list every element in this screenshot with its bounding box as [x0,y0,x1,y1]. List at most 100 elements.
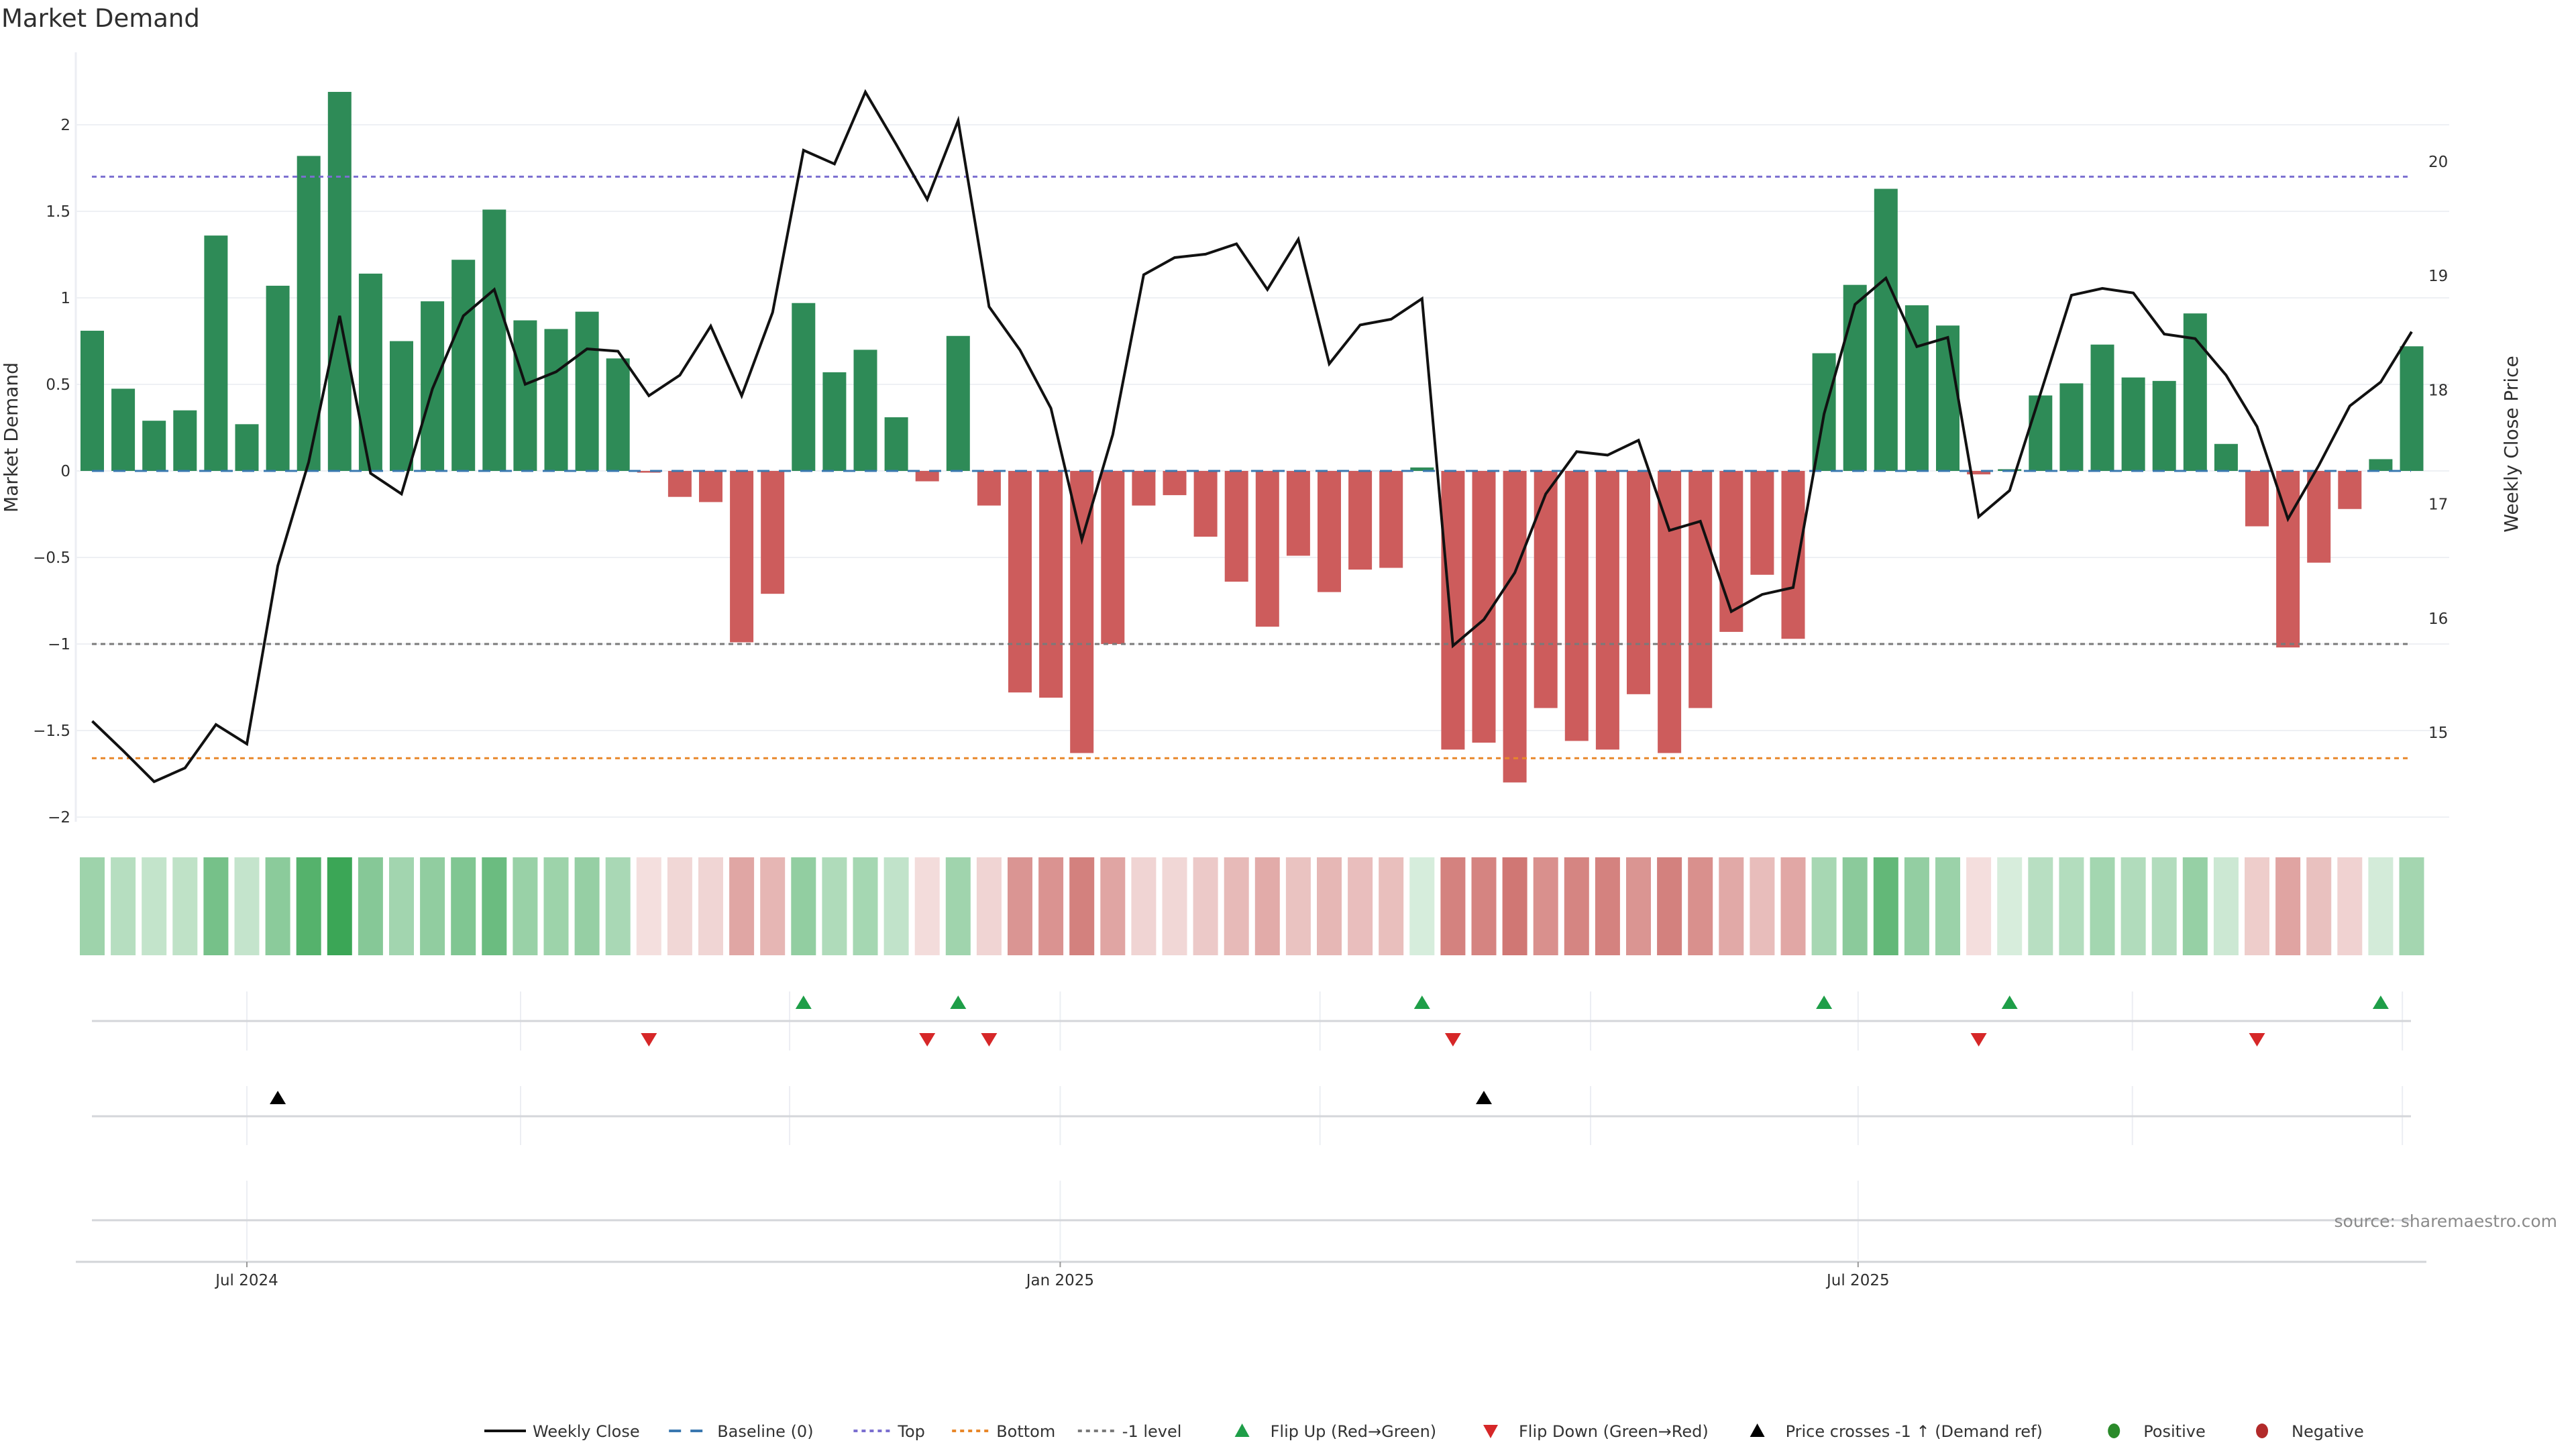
y-tick-label: −0.5 [33,549,70,567]
signal-markers [270,996,2389,1104]
x-tick-label: Jul 2025 [1825,1272,1890,1289]
bar-negative [1101,471,1125,644]
legend-label: Baseline (0) [717,1422,813,1441]
heat-cell-positive [1873,857,1898,955]
bar-negative [1039,471,1063,698]
bar-positive [111,388,136,471]
bar-positive [1904,305,1929,471]
right-tick-label: 16 [2428,610,2448,628]
heat-cell-positive [358,857,383,955]
legend-label: Positive [2143,1422,2206,1441]
heat-cell-negative [1595,857,1620,955]
bar-negative [2276,471,2300,648]
bar-negative [1503,471,1527,783]
bar-negative [1688,471,1713,708]
legend-label: Flip Down (Green→Red) [1519,1422,1709,1441]
heat-cell-negative [667,857,692,955]
flip-up-marker [950,996,967,1009]
bar-positive [2090,344,2114,471]
heat-cell-negative [1564,857,1589,955]
bar-negative [637,471,661,473]
heat-cell-positive [2121,857,2146,955]
heat-cell-negative [1348,857,1373,955]
right-tick-label: 18 [2428,382,2448,399]
bar-positive [1874,189,1898,471]
bar-negative [1595,471,1619,750]
bar-positive [606,358,630,471]
heat-cell-negative [2306,857,2332,955]
heat-cell-negative [914,857,940,955]
heat-cell-negative [1502,857,1527,955]
flip-down-marker [641,1033,657,1046]
flip-up-marker [2001,996,2018,1009]
bar-negative [1781,471,1805,639]
demand-bars [80,91,2424,783]
heat-cell-negative [1038,857,1064,955]
reference-levels [92,175,2411,759]
flip-up-marker [1413,996,1430,1009]
heat-cell-negative [1657,857,1682,955]
heat-cell-positive [389,857,414,955]
heat-cell-negative [1100,857,1126,955]
bar-positive [884,417,908,471]
heat-cell-positive [1935,857,1960,955]
bar-positive [327,91,352,472]
bar-negative [2338,471,2362,509]
right-axis-label: Weekly Close Price [2500,356,2522,532]
bar-positive [482,209,506,471]
bar-negative [761,471,785,594]
bar-positive [822,372,847,471]
heat-cell-negative [1193,857,1218,955]
bar-positive [80,331,104,471]
heat-cell-positive [2028,857,2053,955]
heat-cell-negative [1719,857,1744,955]
bar-negative [1379,471,1403,568]
heat-cell-negative [1162,857,1187,955]
y-tick-label: 2 [60,117,70,134]
bar-positive [2121,377,2145,471]
price-cross-marker [270,1091,286,1104]
legend-label: Price crosses -1 ↑ (Demand ref) [1786,1422,2043,1441]
bar-positive [1410,467,1434,471]
heat-cell-negative [1317,857,1342,955]
legend-item: Baseline (0) [669,1422,814,1441]
heat-cell-negative [1224,857,1249,955]
bar-positive [853,350,877,471]
heat-cell-positive [203,857,229,955]
bar-positive [1843,284,1867,471]
flip-panel [92,991,2411,1051]
bar-positive [2059,383,2084,471]
y-tick-label: −1 [48,636,70,653]
heat-cell-positive [1904,857,1929,955]
heat-cell-positive [2151,857,2177,955]
bar-positive [1936,325,1960,471]
source-label: source: sharemaestro.com [2334,1212,2558,1231]
bar-positive [297,156,321,471]
bar-positive [946,335,970,471]
bar-negative [1967,471,1991,475]
heat-cell-positive [1811,857,1837,955]
heat-cell-negative [1780,857,1806,955]
heat-cell-positive [853,857,878,955]
legend-circle-icon [2108,1424,2121,1438]
heat-cell-negative [1966,857,1992,955]
y-tick-label: 0.5 [46,376,70,394]
heat-cell-negative [1008,857,1032,955]
right-tick-label: 17 [2428,496,2448,514]
heat-cell-positive [451,857,476,955]
flip-up-marker [795,996,812,1009]
bar-negative [1163,471,1187,496]
heat-cell-positive [883,857,909,955]
heat-cell-positive [234,857,260,955]
heat-cell-positive [1997,857,2023,955]
weekly-close-polyline [91,89,2413,784]
heat-cell-negative [1688,857,1713,955]
heat-cell-positive [2059,857,2084,955]
heat-cell-positive [2399,857,2424,955]
y-tick-label: 1.5 [46,203,70,221]
legend-item: Weekly Close [484,1422,640,1441]
bar-negative [1318,471,1341,592]
heat-cell-positive [142,857,167,955]
heat-cell-positive [420,857,445,955]
heat-cell-positive [945,857,971,955]
